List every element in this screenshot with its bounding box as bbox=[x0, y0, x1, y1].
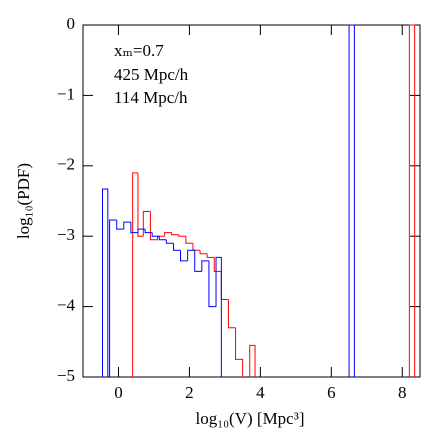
x-tick-label: 6 bbox=[327, 383, 336, 402]
histogram-bin bbox=[151, 232, 160, 237]
histogram-bin bbox=[149, 211, 158, 241]
histogram-bin bbox=[199, 250, 208, 255]
histogram-bin bbox=[109, 219, 117, 377]
histogram-bin bbox=[164, 232, 172, 237]
histogram-bin bbox=[158, 236, 167, 241]
histogram-bin bbox=[187, 249, 195, 261]
histogram-bin bbox=[165, 239, 174, 244]
x-tick-label: 8 bbox=[398, 383, 407, 402]
histogram-bin bbox=[171, 232, 179, 236]
histogram-bin bbox=[192, 243, 201, 251]
histogram-bin bbox=[178, 234, 186, 237]
x-tick-label: 2 bbox=[185, 383, 194, 402]
annotation: xₘ=0.7 bbox=[114, 41, 164, 60]
plot-frame bbox=[82, 24, 421, 378]
legend-entry: 425 Mpc/h bbox=[114, 65, 189, 84]
histogram-bin bbox=[142, 211, 151, 237]
histogram-bin bbox=[137, 228, 146, 233]
histogram-bin bbox=[185, 236, 193, 244]
histogram-bin bbox=[408, 24, 416, 377]
histogram-bin bbox=[348, 24, 355, 377]
histogram-bin bbox=[201, 260, 209, 272]
histogram-bin bbox=[213, 257, 222, 272]
histogram-bin bbox=[123, 221, 131, 230]
histogram-bin bbox=[132, 172, 138, 377]
histogram-bin bbox=[137, 172, 144, 237]
y-tick-label: −4 bbox=[57, 296, 76, 315]
histogram-bin bbox=[102, 188, 109, 377]
histogram-bin bbox=[208, 260, 217, 308]
histogram-bin bbox=[130, 222, 138, 234]
y-axis-label: log₁₀(PDF) bbox=[14, 163, 33, 239]
legend-entry: 114 Mpc/h bbox=[114, 88, 188, 107]
x-tick-label: 4 bbox=[256, 383, 265, 402]
histogram-bin bbox=[227, 299, 236, 329]
histogram-bin bbox=[180, 250, 188, 262]
histogram-bin bbox=[144, 229, 153, 234]
histogram-bin bbox=[215, 256, 222, 377]
histogram-bin bbox=[249, 344, 256, 377]
y-tick-label: −1 bbox=[57, 84, 75, 103]
histogram-bin bbox=[194, 250, 202, 272]
histogram-bin bbox=[172, 243, 181, 251]
histogram-bin bbox=[116, 220, 124, 230]
y-tick-label: −5 bbox=[57, 366, 75, 385]
y-tick-label: 0 bbox=[67, 14, 76, 33]
x-tick-label: 0 bbox=[114, 383, 123, 402]
histogram-bin bbox=[206, 253, 215, 258]
histogram-bin bbox=[156, 235, 165, 240]
y-tick-label: −2 bbox=[57, 155, 75, 174]
x-axis-label: log₁₀(V) [Mpc³] bbox=[195, 409, 304, 428]
histogram-bin bbox=[235, 327, 244, 377]
y-tick-label: −3 bbox=[57, 225, 75, 244]
histogram-bin bbox=[220, 271, 229, 301]
